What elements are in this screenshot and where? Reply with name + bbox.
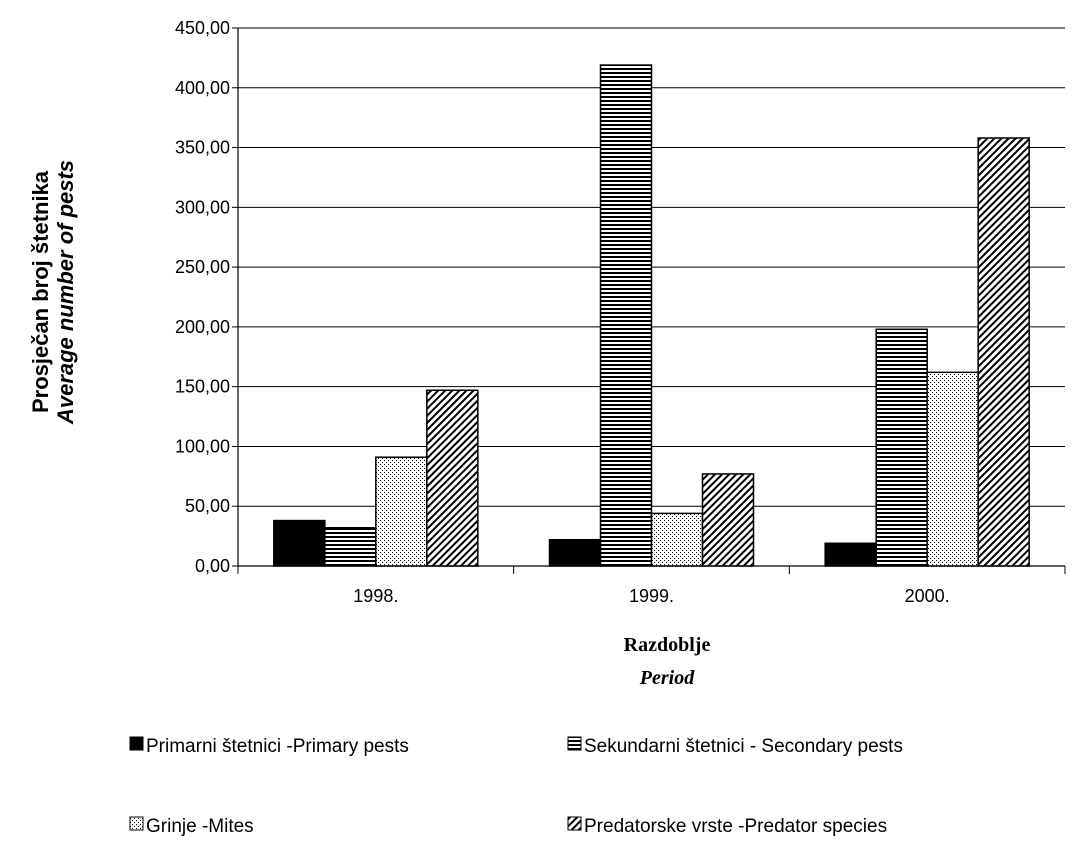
y-tick-label: 150,00 (175, 377, 230, 397)
legend-entry: Predatorske vrste -Predator species (584, 816, 887, 837)
y-tick-label: 200,00 (175, 317, 230, 337)
y-axis-label-line2: Average number of pests (53, 160, 78, 425)
legend-swatch (129, 816, 144, 831)
bar-4-2000 (977, 137, 1030, 567)
bar-4-1999 (701, 473, 755, 567)
bar-2-2000 (875, 328, 928, 567)
y-tick-label: 0,00 (195, 556, 230, 576)
bar-1-1998 (273, 519, 326, 567)
bar-2-1999 (599, 64, 653, 567)
y-tick-label: 100,00 (175, 436, 230, 456)
legend-entry: Grinje -Mites (146, 816, 254, 837)
bar-1-2000 (824, 542, 877, 567)
y-tick-label: 300,00 (175, 197, 230, 217)
y-tick-label: 450,00 (175, 18, 230, 38)
bar-3-1998 (375, 456, 428, 567)
x-tick-label: 2000. (905, 586, 950, 606)
x-tick-label: 1999. (629, 586, 674, 606)
y-tick-label: 350,00 (175, 138, 230, 158)
legend-entry: Primarni štetnici -Primary pests (146, 736, 409, 757)
axes (232, 27, 1066, 574)
legend-swatch (567, 736, 582, 751)
y-tick-label: 50,00 (185, 496, 230, 516)
x-tick-label: 1998. (353, 586, 398, 606)
x-axis-label-line1: Razdoblje (624, 634, 711, 656)
bars (273, 64, 1030, 567)
y-tick-label: 250,00 (175, 257, 230, 277)
y-tick-labels: 0,00 50,00 100,00 150,00 200,00 250,00 300,00 3… (175, 18, 230, 576)
bar-1-1999 (548, 538, 602, 567)
legend-swatch (129, 736, 144, 751)
y-axis-label-line1: Prosječan broj štetnika (28, 170, 53, 413)
legend-entry: Sekundarni štetnici - Secondary pests (584, 736, 903, 757)
x-tick-labels: 1998. 1999. 2000. (353, 586, 949, 606)
y-tick-label: 400,00 (175, 78, 230, 98)
bar-2-1998 (324, 526, 377, 567)
bar-3-2000 (926, 371, 979, 567)
bar-3-1999 (650, 512, 704, 567)
legend-swatch (567, 816, 582, 831)
bar-4-1998 (426, 389, 479, 567)
legend: Primarni štetnici -Primary pests Sekundar… (129, 736, 903, 837)
x-axis-label-line2: Period (639, 667, 695, 689)
